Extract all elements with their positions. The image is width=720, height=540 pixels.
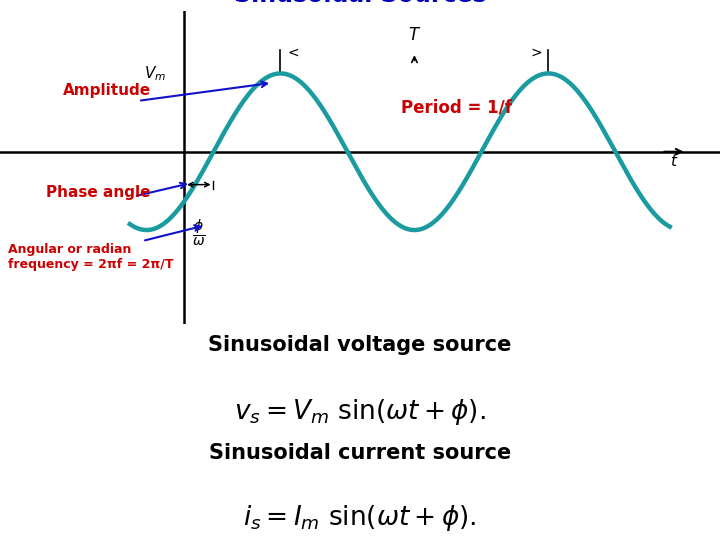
Text: Sinusoidal voltage source: Sinusoidal voltage source: [208, 335, 512, 355]
Title: Sinusoidal Sources: Sinusoidal Sources: [234, 0, 486, 8]
Text: >: >: [530, 45, 541, 59]
Text: Sinusoidal current source: Sinusoidal current source: [209, 443, 511, 463]
Text: $i_s = I_m\ \mathrm{sin}(\omega t + \phi).$: $i_s = I_m\ \mathrm{sin}(\omega t + \phi…: [243, 503, 477, 534]
Text: $t$: $t$: [670, 153, 678, 169]
Text: $v_s = V_m\ \mathrm{sin}(\omega t + \phi).$: $v_s = V_m\ \mathrm{sin}(\omega t + \phi…: [234, 397, 486, 428]
Text: Angular or radian
frequency = 2πf = 2π/T: Angular or radian frequency = 2πf = 2π/T: [9, 244, 174, 272]
Text: Amplitude: Amplitude: [63, 83, 151, 98]
Text: Phase angle: Phase angle: [46, 185, 150, 200]
Text: $V_m$: $V_m$: [144, 64, 166, 83]
Text: $\dfrac{\phi}{\omega}$: $\dfrac{\phi}{\omega}$: [192, 218, 206, 248]
Text: Period = 1/f: Period = 1/f: [401, 99, 512, 117]
Text: $T$: $T$: [408, 26, 421, 44]
Text: <: <: [287, 45, 299, 59]
